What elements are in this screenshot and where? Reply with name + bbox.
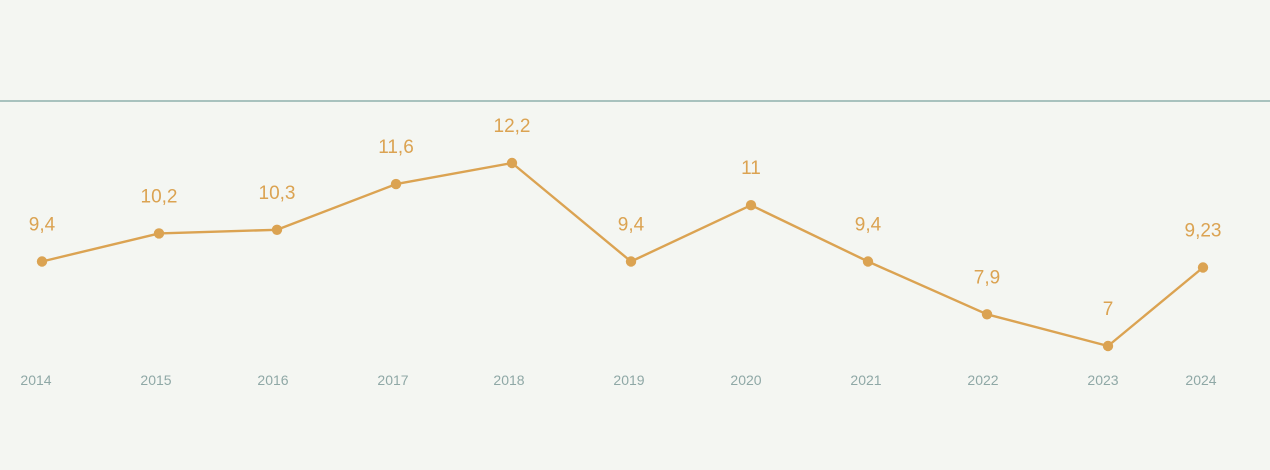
data-label: 10,2 [141,186,178,207]
data-label: 7,9 [974,267,1000,288]
data-point [390,178,402,190]
series-group [36,157,1209,352]
data-point [1197,262,1209,273]
data-label: 9,4 [855,215,882,236]
x-tick-label: 2022 [967,372,998,388]
data-label: 9,4 [618,215,645,236]
data-label: 9,4 [29,215,56,236]
x-tick-label: 2014 [20,372,51,388]
data-point [153,228,165,239]
data-point [506,157,518,169]
data-point [625,256,637,267]
x-tick-label: 2019 [613,372,644,388]
data-point [745,200,757,211]
x-tick-label: 2017 [377,372,408,388]
x-tick-label: 2018 [493,372,524,388]
data-point [981,309,993,320]
data-point [36,256,48,267]
x-tick-label: 2016 [257,372,288,388]
data-label: 10,3 [259,183,296,204]
x-tick-label: 2024 [1185,372,1216,388]
x-tick-label: 2020 [730,372,761,388]
x-tick-label: 2023 [1087,372,1118,388]
data-point [271,224,283,235]
data-point [1102,340,1114,352]
data-label: 11,6 [378,137,414,158]
data-label: 9,23 [1185,221,1222,242]
data-label: 11 [741,158,761,179]
data-label: 12,2 [494,116,531,137]
x-tick-labels: 2014 2015 2016 2017 2018 2019 2020 2021 2022 2023… [20,372,1216,388]
x-tick-label: 2021 [850,372,881,388]
value-labels: 9,4 10,2 10,3 11,6 12,2 9,4 11 9,4 7,9 7 9,23 [29,116,1222,320]
data-label: 7 [1103,299,1114,320]
data-point [862,256,874,267]
x-tick-label: 2015 [140,372,171,388]
